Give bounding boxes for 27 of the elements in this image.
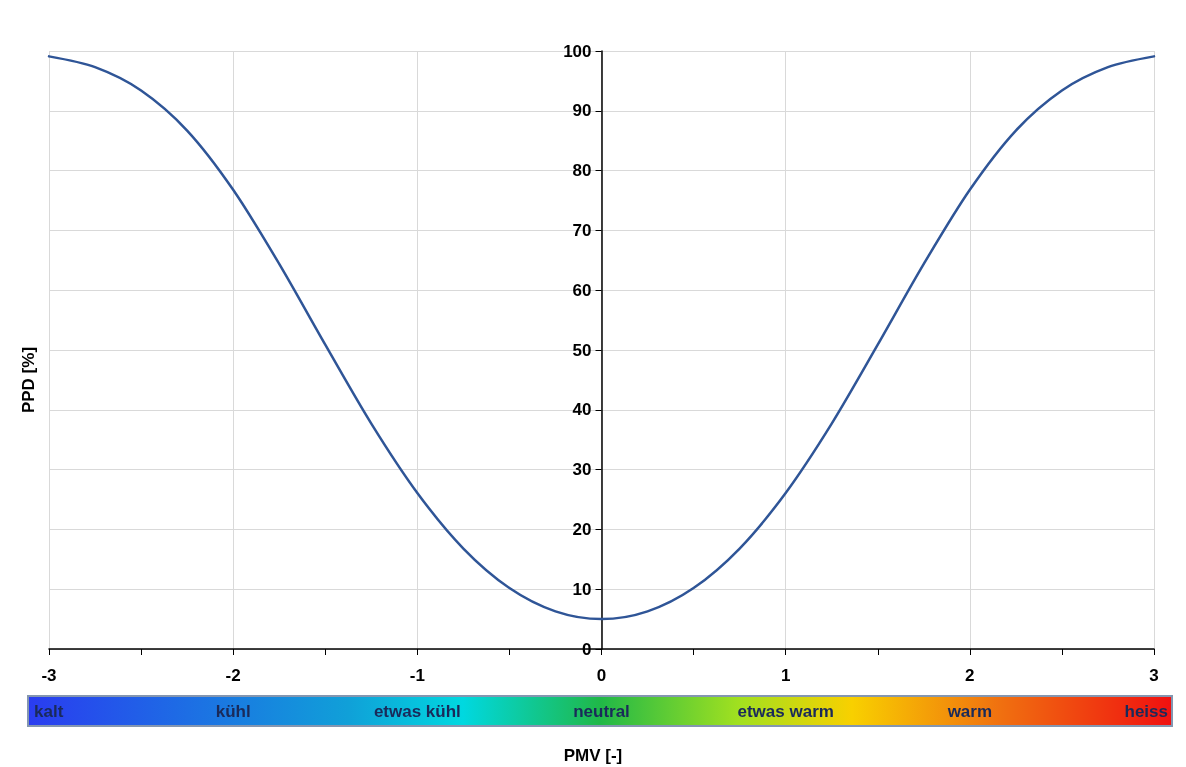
y-tick-label: 20: [572, 519, 592, 539]
text: kühl: [215, 701, 251, 721]
y-tick-label: 90: [572, 101, 592, 121]
text: etwas kühl: [373, 701, 461, 721]
y-tick-label: 60: [572, 280, 592, 300]
y-tick-label: 30: [572, 460, 592, 480]
x-tick-label: -1: [409, 666, 425, 685]
y-tick-label: 80: [572, 161, 592, 181]
y-tick-label: 100: [563, 41, 592, 61]
x-tick-label: -3: [41, 666, 57, 685]
text: heiss: [1124, 701, 1168, 721]
x-axis-title: PMV [-]: [563, 745, 623, 765]
x-tick-label: 1: [780, 666, 791, 685]
y-tick-label: 10: [572, 579, 592, 599]
line-series: [47, 55, 1156, 621]
text: kalt: [34, 701, 64, 721]
text: neutral: [573, 701, 630, 721]
y-tick-label: 70: [572, 220, 592, 240]
text: warm: [946, 701, 993, 721]
y-tick-label: 50: [572, 340, 592, 360]
y-tick-label: 40: [572, 400, 592, 420]
x-tick-label: -2: [225, 666, 241, 685]
x-tick-label: 3: [1149, 666, 1159, 685]
x-tick-label: 2: [965, 666, 975, 685]
y-axis-title: PPD [%]: [18, 346, 38, 414]
text: etwas warm: [737, 701, 834, 721]
x-tick-label: 0: [596, 666, 607, 685]
